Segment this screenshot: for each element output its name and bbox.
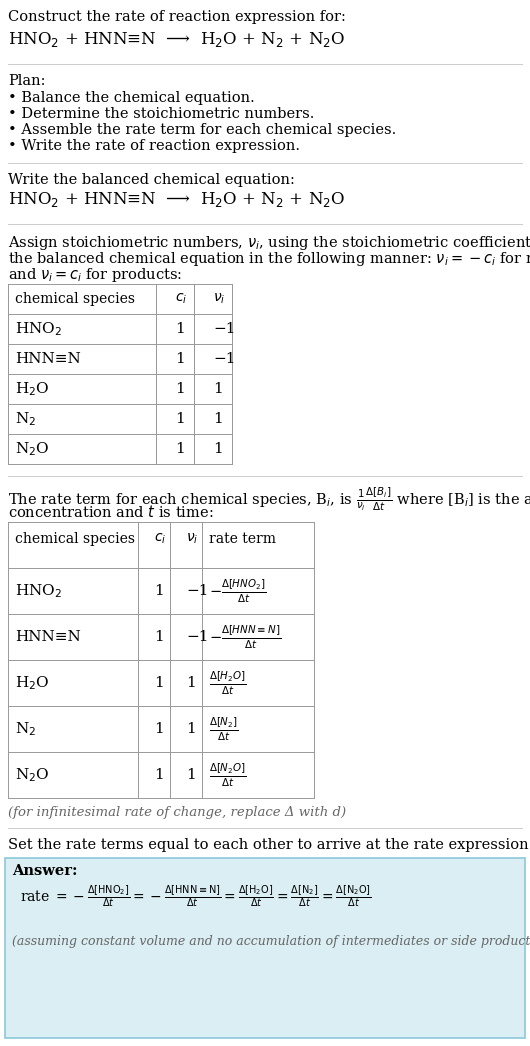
Text: rate $= -\frac{\Delta[\mathrm{HNO_2}]}{\Delta t} = -\frac{\Delta[\mathrm{HNN{\eq: rate $= -\frac{\Delta[\mathrm{HNO_2}]}{\… — [20, 883, 372, 909]
Text: 1: 1 — [186, 676, 196, 690]
Text: 1: 1 — [213, 442, 223, 456]
Text: the balanced chemical equation in the following manner: $\nu_i = -c_i$ for react: the balanced chemical equation in the fo… — [8, 250, 530, 268]
Text: 1: 1 — [154, 630, 164, 644]
Text: HNO$_2$: HNO$_2$ — [15, 320, 62, 338]
Text: HNO$_2$ + HNN≡N  ⟶  H$_2$O + N$_2$ + N$_2$O: HNO$_2$ + HNN≡N ⟶ H$_2$O + N$_2$ + N$_2$… — [8, 30, 346, 49]
Text: −1: −1 — [213, 322, 235, 336]
Text: HNO$_2$: HNO$_2$ — [15, 583, 62, 599]
Text: $-\frac{\Delta[HNO_2]}{\Delta t}$: $-\frac{\Delta[HNO_2]}{\Delta t}$ — [209, 577, 266, 605]
Text: Write the balanced chemical equation:: Write the balanced chemical equation: — [8, 173, 295, 187]
Text: 1: 1 — [175, 353, 185, 366]
Text: 1: 1 — [213, 412, 223, 426]
Text: (for infinitesimal rate of change, replace Δ with d): (for infinitesimal rate of change, repla… — [8, 806, 346, 819]
Text: $\frac{\Delta[N_2]}{\Delta t}$: $\frac{\Delta[N_2]}{\Delta t}$ — [209, 715, 239, 743]
FancyBboxPatch shape — [5, 858, 525, 1038]
Text: 1: 1 — [175, 412, 185, 426]
Text: • Determine the stoichiometric numbers.: • Determine the stoichiometric numbers. — [8, 107, 314, 121]
Text: N$_2$O: N$_2$O — [15, 766, 49, 783]
Text: $\nu_i$: $\nu_i$ — [213, 292, 225, 306]
Text: HNN≡N: HNN≡N — [15, 630, 81, 644]
Text: (assuming constant volume and no accumulation of intermediates or side products): (assuming constant volume and no accumul… — [12, 935, 530, 948]
Text: 1: 1 — [154, 676, 164, 690]
Text: The rate term for each chemical species, B$_i$, is $\frac{1}{\nu_i}\frac{\Delta[: The rate term for each chemical species,… — [8, 486, 530, 514]
Text: $-\frac{\Delta[HNN{\equiv}N]}{\Delta t}$: $-\frac{\Delta[HNN{\equiv}N]}{\Delta t}$ — [209, 623, 281, 651]
Text: $\frac{\Delta[H_2O]}{\Delta t}$: $\frac{\Delta[H_2O]}{\Delta t}$ — [209, 669, 246, 697]
Text: • Balance the chemical equation.: • Balance the chemical equation. — [8, 91, 255, 105]
Text: 1: 1 — [175, 382, 185, 396]
Text: chemical species: chemical species — [15, 292, 135, 306]
Text: 1: 1 — [154, 722, 164, 736]
Text: 1: 1 — [213, 382, 223, 396]
Text: HNO$_2$ + HNN≡N  ⟶  H$_2$O + N$_2$ + N$_2$O: HNO$_2$ + HNN≡N ⟶ H$_2$O + N$_2$ + N$_2$… — [8, 190, 346, 209]
Text: 1: 1 — [186, 768, 196, 782]
Text: −1: −1 — [186, 584, 208, 598]
Text: H$_2$O: H$_2$O — [15, 675, 49, 691]
Text: • Assemble the rate term for each chemical species.: • Assemble the rate term for each chemic… — [8, 123, 396, 137]
Text: Set the rate terms equal to each other to arrive at the rate expression:: Set the rate terms equal to each other t… — [8, 838, 530, 852]
Text: −1: −1 — [213, 353, 235, 366]
Text: $\nu_i$: $\nu_i$ — [186, 532, 198, 546]
Text: chemical species: chemical species — [15, 532, 135, 546]
Text: 1: 1 — [154, 768, 164, 782]
Text: concentration and $t$ is time:: concentration and $t$ is time: — [8, 504, 214, 520]
Text: −1: −1 — [186, 630, 208, 644]
Text: HNN≡N: HNN≡N — [15, 353, 81, 366]
Text: and $\nu_i = c_i$ for products:: and $\nu_i = c_i$ for products: — [8, 266, 182, 285]
Text: Answer:: Answer: — [12, 864, 77, 878]
Text: 1: 1 — [175, 322, 185, 336]
Text: Plan:: Plan: — [8, 74, 46, 88]
Text: • Write the rate of reaction expression.: • Write the rate of reaction expression. — [8, 139, 300, 153]
Text: rate term: rate term — [209, 532, 276, 546]
Text: 1: 1 — [175, 442, 185, 456]
Text: N$_2$O: N$_2$O — [15, 440, 49, 458]
Text: N$_2$: N$_2$ — [15, 720, 36, 737]
Text: 1: 1 — [154, 584, 164, 598]
Text: Assign stoichiometric numbers, $\nu_i$, using the stoichiometric coefficients, $: Assign stoichiometric numbers, $\nu_i$, … — [8, 234, 530, 252]
Text: $\frac{\Delta[N_2O]}{\Delta t}$: $\frac{\Delta[N_2O]}{\Delta t}$ — [209, 761, 246, 789]
Text: 1: 1 — [186, 722, 196, 736]
Text: N$_2$: N$_2$ — [15, 410, 36, 428]
Text: $c_i$: $c_i$ — [175, 292, 187, 306]
Text: Construct the rate of reaction expression for:: Construct the rate of reaction expressio… — [8, 10, 346, 24]
Text: $c_i$: $c_i$ — [154, 532, 166, 546]
Text: H$_2$O: H$_2$O — [15, 380, 49, 397]
